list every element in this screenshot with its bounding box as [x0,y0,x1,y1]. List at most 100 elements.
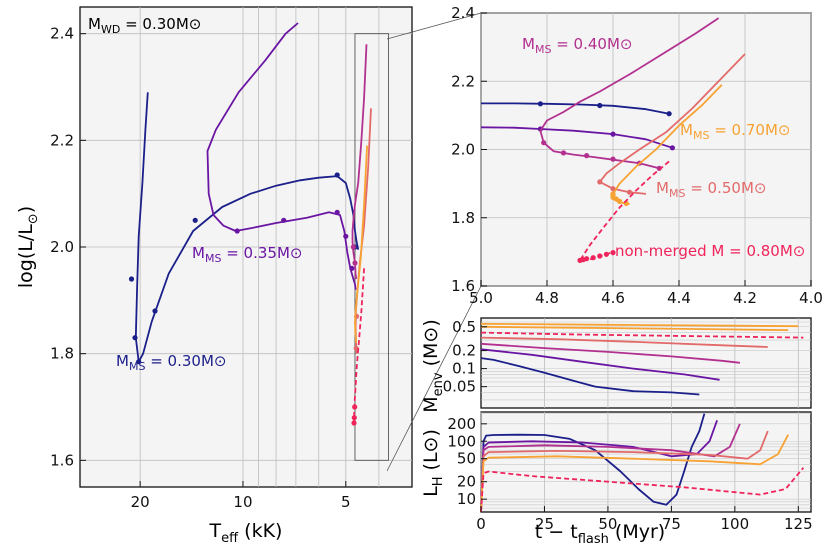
hrd-main-marker-0.30 [128,276,135,282]
hrd-main-marker-0.30 [334,172,340,178]
hrd-zoom-marker-0.80 [603,251,610,257]
hrd-main-panel: 20 10 5 1.6 1.8 2.0 2.2 2.4 MWD = 0.30M⊙ MMS = … [15,6,413,546]
hrd-main-xtick-label: 20 [131,493,150,511]
hrd-zoom-xtick-label: 4.0 [799,289,823,307]
lh-series-0.50 [480,430,769,513]
hrd-main-marker-0.40 [352,260,358,266]
hrd-zoom-series-0.40 [539,17,720,170]
hrd-main-marker-0.30 [152,308,158,314]
hrd-zoom-marker-0.80 [610,250,616,256]
menv-series [480,322,804,396]
hrd-zoom-ytick-label: 2.2 [451,72,475,90]
menv-ytick-label: 0.05 [443,378,476,396]
hrd-zoom-xtick-label: 5.0 [469,289,493,307]
label-040: MMS = 0.40M⊙ [522,35,632,56]
hrd-main-xlabel: Teff (kK) [209,520,283,546]
hrd-main-series-0.30 [134,92,360,363]
lh-xtick-label: 125 [784,515,813,533]
hrd-zoom-series-0.80 [579,160,670,262]
menv-ylabel: Menv (M⊙) [420,319,446,413]
lh-ylabel: LH (L⊙) [420,429,446,497]
lh-series-0.35 [480,419,718,513]
hrd-zoom-ytick-label: 2.0 [451,141,475,159]
hrd-zoom-marker-0.70 [617,198,623,204]
lh-xtick-label: 100 [721,515,750,533]
label-030: MMS = 0.30M⊙ [116,352,226,373]
menv-series-0.80 [480,331,804,339]
hrd-zoom-marker-0.40 [584,153,590,159]
hrd-main-marker-0.40 [350,244,356,250]
menv-series-0.75 [480,322,799,328]
hrd-main-marker-0.35 [343,233,349,239]
lh-series-0.40 [480,423,741,513]
hrd-zoom-ticks: 5.0 4.8 4.6 4.4 4.2 4.0 1.6 1.8 2.0 2.2 2.4 [451,4,823,307]
hrd-main-marker-0.35 [281,217,287,223]
lh-ytick-label: 50 [457,450,476,468]
lh-xlabel: t − tflash (Myr) [535,521,665,547]
hrd-zoom-ytick-label: 1.8 [451,209,475,227]
hrd-zoom-marker-0.40 [560,150,567,156]
hrd-zoom-marker-0.30 [666,111,672,117]
menv-ytick-label: 0.2 [452,342,476,360]
hrd-main-xtick-label: 10 [233,493,252,511]
hrd-zoom-series-0.30 [481,102,670,115]
hrd-main-xtick-label: 5 [341,493,351,511]
hrd-zoom-xtick-label: 4.8 [535,289,559,307]
lh-series-0.70 [480,434,789,513]
menv-frame [480,317,812,409]
label-070: MMS = 0.70M⊙ [680,121,790,142]
hrd-zoom-marker-0.80 [597,253,603,259]
hrd-main-ytick-label: 2.4 [50,25,74,43]
lh-ytick-label: 10 [457,490,476,508]
menv-series-0.40 [480,342,741,364]
hrd-zoom-marker-0.80 [584,256,590,262]
hrd-zoom-series [480,17,746,263]
hrd-zoom-marker-0.40 [541,140,547,146]
menv-series-0.50 [480,336,768,348]
hrd-main-marker-0.35 [334,209,340,215]
hrd-main-ticks: 20 10 5 1.6 1.8 2.0 2.2 2.4 [50,25,350,511]
hrd-main-marker-0.30 [136,359,142,365]
hrd-main-series [128,22,372,426]
lh-xtick-label: 75 [662,515,681,533]
label-050: MMS = 0.50M⊙ [656,179,766,200]
hrd-zoom-marker-0.35 [610,131,616,137]
menv-ticks: 0.050.10.2 0.5 [443,318,487,396]
hrd-zoom-series-0.35 [480,126,673,149]
lh-frame [480,411,812,513]
hrd-main-ytick-label: 2.0 [50,238,74,256]
hrd-main-ytick-label: 1.8 [50,345,74,363]
lh-grid [480,412,811,512]
hrd-main-marker-0.80 [352,404,358,410]
hrd-main-marker-0.80 [351,415,357,421]
hrd-main-marker-0.30 [132,335,138,341]
hrd-zoom-xtick-label: 4.2 [733,289,757,307]
hrd-zoom-marker-0.80 [590,255,596,261]
hrd-zoom-panel: 5.0 4.8 4.6 4.4 4.2 4.0 1.6 1.8 2.0 2.2 2.4 MMS = … [451,4,823,307]
lh-ytick-label: 100 [447,432,476,450]
hrd-main-title: MWD = 0.30M⊙ [88,15,201,36]
lh-series-0.80 [480,467,805,513]
menv-series-0.30 [480,357,700,396]
menv-series-0.35 [480,348,720,381]
zoom-connectors [386,12,482,472]
hrd-zoom-xtick-label: 4.4 [667,289,691,307]
hrd-zoom-marker-0.50 [626,189,633,195]
hrd-main-ytick-label: 2.2 [50,131,74,149]
lh-xtick-label: 25 [535,515,554,533]
hrd-zoom-marker-0.40 [610,156,616,162]
hrd-main-marker-0.35 [349,265,355,271]
hrd-main-marker-0.30 [192,217,198,223]
lh-ytick-label: 20 [457,473,476,491]
menv-panel: 0.050.10.2 0.5 Menv (M⊙) [420,317,812,413]
hrd-zoom-marker-0.50 [610,186,616,192]
menv-series-0.70 [480,325,789,331]
hrd-zoom-ytick-label: 2.4 [451,4,475,22]
lh-series [480,413,805,513]
hrd-main-ylabel: log(L/L⊙) [15,206,41,288]
menv-ytick-label: 0.1 [452,360,476,378]
lh-xtick-label: 0 [476,515,486,533]
